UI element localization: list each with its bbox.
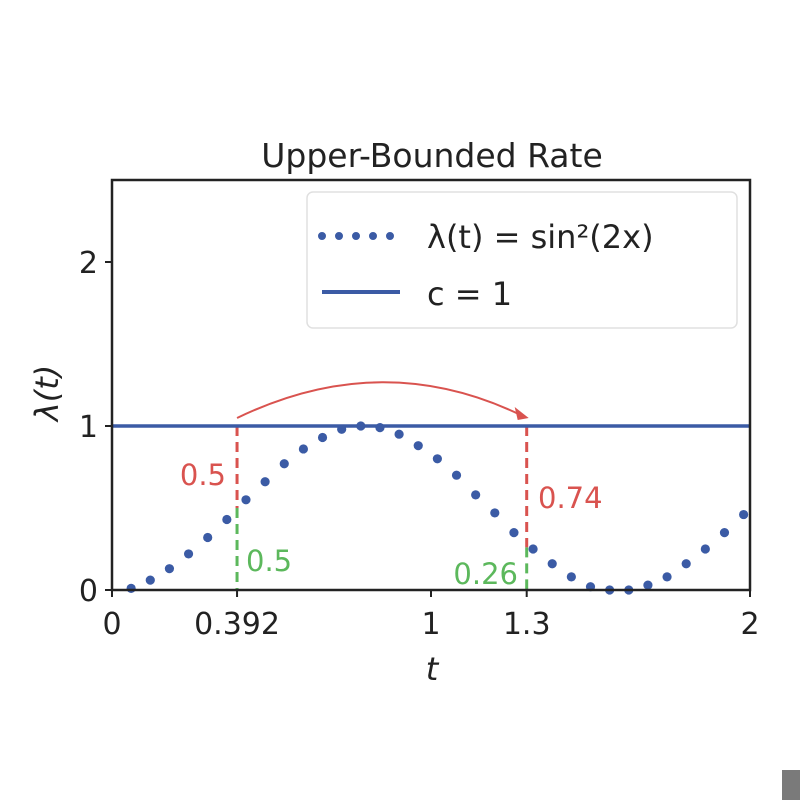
x-axis-label: t: [426, 650, 440, 688]
curve-point: [337, 424, 347, 434]
chart-title: Upper-Bounded Rate: [261, 136, 603, 175]
curve-point: [528, 544, 538, 554]
curve-point: [451, 470, 462, 480]
curve-point: [145, 575, 155, 585]
arrow-head: [514, 407, 529, 420]
curve-point: [203, 532, 213, 543]
left-red-value-label: 0.5: [180, 458, 226, 492]
y-axis-ticks: 0 1 2: [79, 246, 112, 609]
annotations: 0.5 0.5 0.74 0.26: [180, 458, 603, 591]
x-tick-label: 2: [740, 607, 759, 642]
legend-label-bound: c = 1: [427, 275, 512, 313]
curve-point: [509, 528, 519, 538]
x-axis-ticks: 0 0.392 1 1.3 2: [102, 590, 760, 642]
curve-point: [279, 459, 289, 469]
curve-point: [298, 444, 308, 454]
x-tick-label: 0: [102, 607, 121, 642]
legend-label-curve: λ(t) = sin²(2x): [427, 218, 654, 256]
x-tick-label: 0.392: [194, 607, 280, 642]
right-green-value-label: 0.26: [453, 557, 518, 591]
curve-point: [547, 559, 557, 569]
y-axis-label: λ(t): [28, 365, 66, 423]
curve-point: [471, 490, 481, 500]
legend-box: [306, 191, 738, 329]
curve-point: [126, 583, 136, 593]
left-green-value-label: 0.5: [246, 544, 292, 578]
x-tick-label: 1.3: [503, 607, 551, 642]
curve-point: [394, 429, 404, 439]
curve-point: [566, 572, 576, 582]
curve-point: [317, 432, 328, 443]
curve-point: [164, 564, 175, 574]
curve-point: [643, 580, 653, 590]
curve-point: [490, 508, 500, 518]
curve-point: [432, 454, 442, 464]
arrow-arc: [236, 381, 522, 419]
x-tick-label: 1: [421, 607, 440, 642]
curve-point: [241, 495, 251, 505]
curve-point: [739, 509, 749, 520]
curve-point: [662, 572, 672, 582]
curve-point: [356, 421, 366, 431]
right-red-value-label: 0.74: [538, 481, 603, 515]
curve-point: [260, 477, 270, 487]
curve-point: [719, 528, 730, 538]
curve-point: [222, 514, 232, 525]
curve-point: [681, 559, 691, 569]
curve-point: [700, 544, 710, 554]
curve-point: [375, 423, 385, 433]
curve-point: [183, 549, 194, 559]
y-tick-label: 0: [79, 574, 98, 609]
y-tick-label: 2: [79, 246, 98, 281]
curve-point: [413, 441, 423, 451]
corner-thumbnail: [782, 770, 800, 800]
y-tick-label: 1: [79, 410, 98, 445]
legend: λ(t) = sin²(2x) c = 1: [306, 191, 738, 329]
